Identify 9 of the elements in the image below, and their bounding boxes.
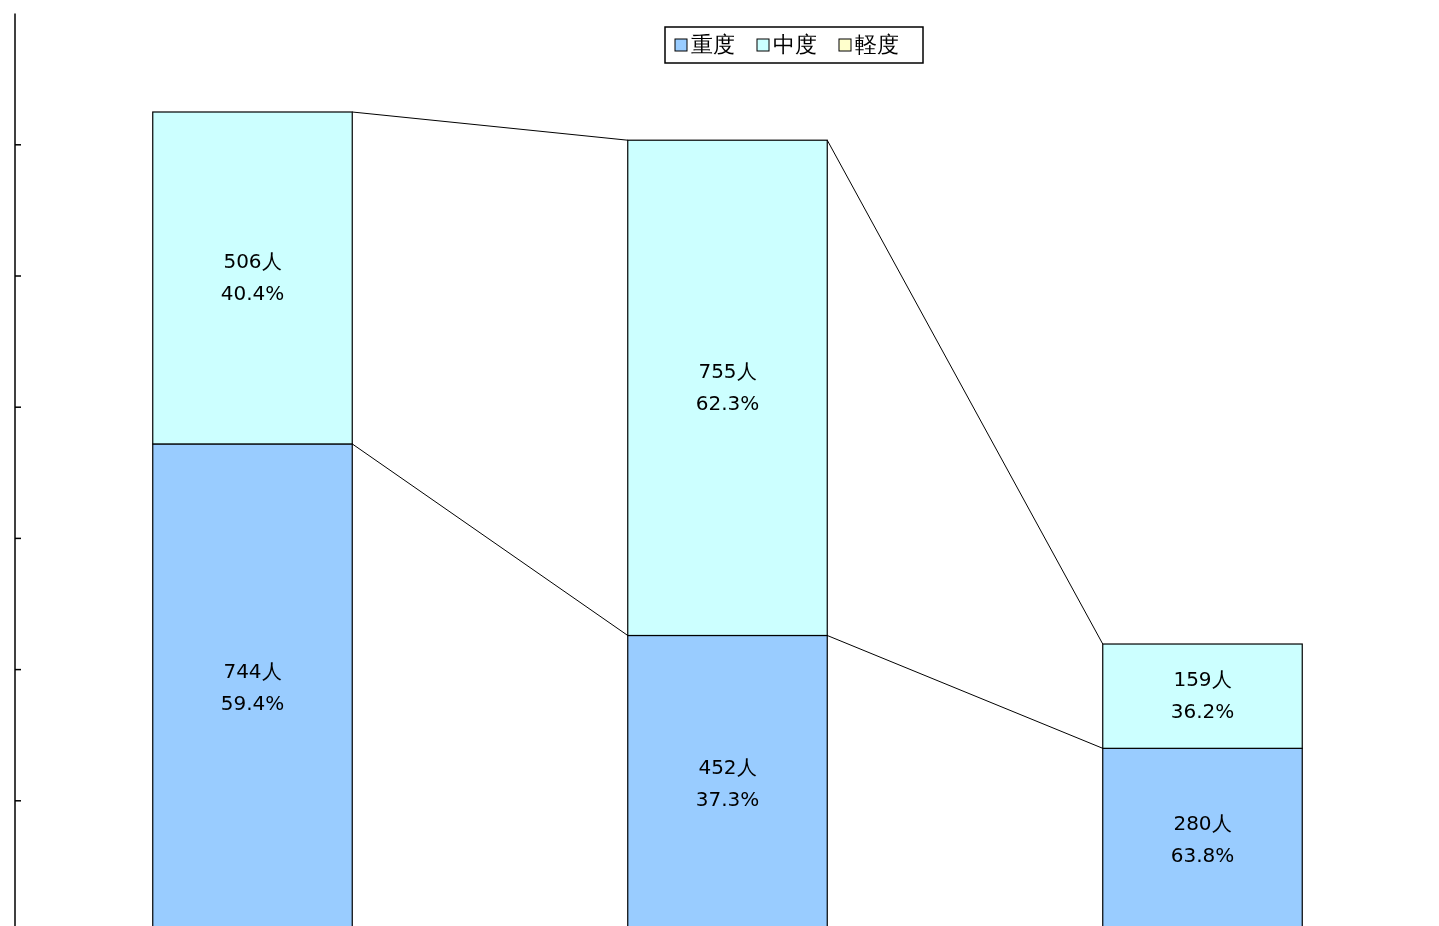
data-label: 744人 59.4%	[220, 658, 285, 715]
data-label: 452人 37.3%	[695, 754, 760, 811]
legend-label: 中度	[773, 32, 817, 57]
data-label: 755人 62.3%	[695, 358, 760, 415]
legend-label: 重度	[691, 32, 735, 57]
legend-label: 軽度	[855, 32, 899, 57]
data-label: 159人 36.2%	[1170, 666, 1235, 723]
data-label: 506人 40.4%	[220, 248, 285, 305]
data-label: 280人 63.8%	[1170, 810, 1235, 867]
